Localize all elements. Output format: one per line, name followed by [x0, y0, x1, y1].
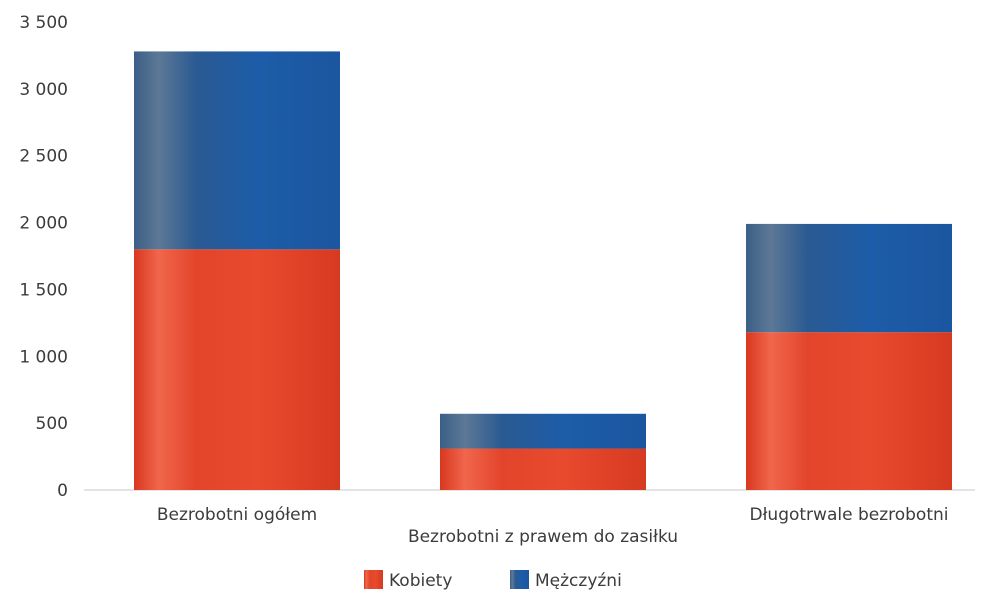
- category-label: Bezrobotni z prawem do zasiłku: [408, 527, 678, 547]
- axis-layer: 0 500 1 000 1 500 2 000 2 500 3 000 3 500: [19, 13, 975, 501]
- y-tick-label: 0: [57, 481, 68, 501]
- bar-mezczyzni-0: [134, 51, 340, 250]
- y-tick-label: 500: [36, 414, 68, 434]
- category-label: Bezrobotni ogółem: [157, 505, 317, 525]
- legend: Kobiety Mężczyźni: [364, 570, 622, 591]
- legend-swatch-kobiety: [364, 570, 383, 589]
- legend-swatch-mezczyzni: [510, 570, 529, 589]
- category-labels: Bezrobotni ogółem Bezrobotni z prawem do …: [157, 505, 949, 547]
- y-tick-label: 1 000: [19, 347, 68, 367]
- y-tick-label: 2 500: [19, 147, 68, 167]
- bar-kobiety-1: [440, 448, 646, 490]
- bar-kobiety-0: [134, 249, 340, 490]
- legend-label: Kobiety: [389, 571, 452, 591]
- category-label: Długotrwale bezrobotni: [750, 505, 949, 525]
- legend-label: Mężczyźni: [535, 571, 622, 591]
- y-tick-label: 3 500: [19, 13, 68, 33]
- bar-mezczyzni-1: [440, 413, 646, 449]
- bar-kobiety-2: [746, 332, 952, 490]
- bar-mezczyzni-2: [746, 223, 952, 333]
- bars-layer: [134, 51, 952, 490]
- y-tick-label: 3 000: [19, 80, 68, 100]
- y-tick-label: 1 500: [19, 280, 68, 300]
- y-tick-label: 2 000: [19, 214, 68, 234]
